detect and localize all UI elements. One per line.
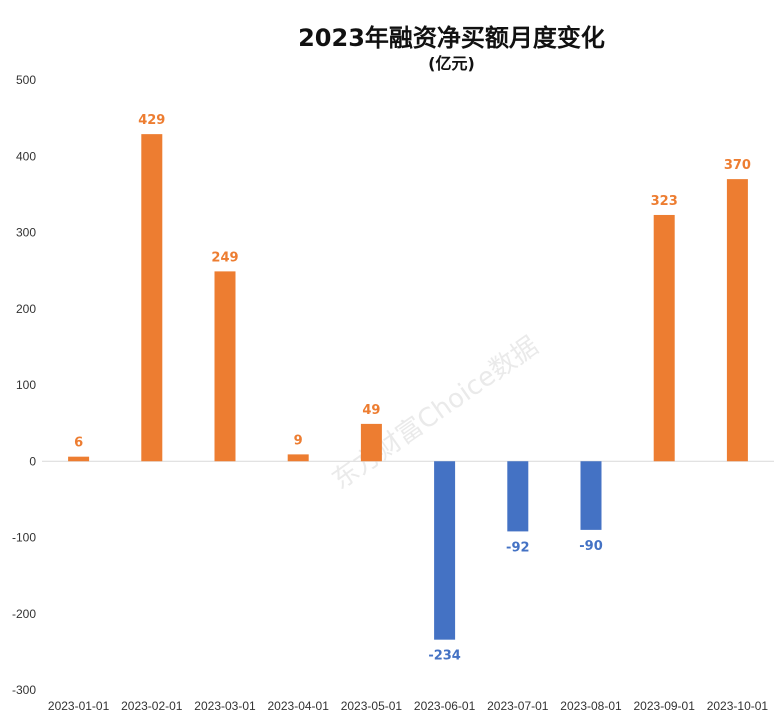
x-tick-label: 2023-03-01 bbox=[194, 699, 256, 713]
y-tick-label: 500 bbox=[16, 73, 36, 87]
bar bbox=[214, 271, 236, 462]
chart-title: 2023年融资净买额月度变化 bbox=[298, 24, 605, 52]
y-tick-label: -100 bbox=[12, 531, 36, 545]
bar bbox=[580, 461, 602, 530]
data-label: 323 bbox=[651, 194, 678, 209]
bar bbox=[287, 454, 309, 462]
x-tick-label: 2023-05-01 bbox=[341, 699, 403, 713]
x-tick-label: 2023-07-01 bbox=[487, 699, 549, 713]
bar bbox=[653, 214, 675, 462]
x-tick-label: 2023-04-01 bbox=[268, 699, 330, 713]
x-tick-label: 2023-06-01 bbox=[414, 699, 476, 713]
bar bbox=[434, 461, 456, 640]
y-axis: 500 400 300 200 100 0 -100 -200 -300 bbox=[12, 73, 774, 697]
data-label: -90 bbox=[579, 539, 603, 554]
x-tick-label: 2023-02-01 bbox=[121, 699, 183, 713]
bar bbox=[360, 423, 382, 462]
data-label: -234 bbox=[428, 649, 461, 664]
y-tick-label: 100 bbox=[16, 378, 36, 392]
y-tick-label: -200 bbox=[12, 607, 36, 621]
y-tick-label: 200 bbox=[16, 302, 36, 316]
x-tick-label: 2023-10-01 bbox=[707, 699, 769, 713]
x-tick-label: 2023-01-01 bbox=[48, 699, 110, 713]
y-tick-label: 400 bbox=[16, 149, 36, 163]
data-label: 6 bbox=[74, 436, 83, 451]
x-tick-label: 2023-09-01 bbox=[634, 699, 696, 713]
y-tick-label: -300 bbox=[12, 683, 36, 697]
data-label: 9 bbox=[294, 433, 303, 448]
data-label: -92 bbox=[506, 540, 530, 555]
bar bbox=[141, 134, 163, 462]
bar bbox=[68, 456, 90, 462]
bars-group: 6 429 249 9 49 -234 -92 -90 323 370 bbox=[68, 113, 751, 664]
data-label: 49 bbox=[362, 403, 380, 418]
data-label: 429 bbox=[138, 113, 165, 128]
y-tick-label: 300 bbox=[16, 226, 36, 240]
bar bbox=[507, 461, 529, 532]
bar bbox=[726, 179, 748, 462]
data-label: 370 bbox=[724, 158, 751, 173]
data-label: 249 bbox=[211, 250, 238, 265]
chart-subtitle: (亿元) bbox=[428, 54, 475, 73]
x-axis: 2023-01-01 2023-02-01 2023-03-01 2023-04-01… bbox=[48, 699, 769, 713]
x-tick-label: 2023-08-01 bbox=[560, 699, 622, 713]
y-tick-label: 0 bbox=[29, 454, 36, 468]
